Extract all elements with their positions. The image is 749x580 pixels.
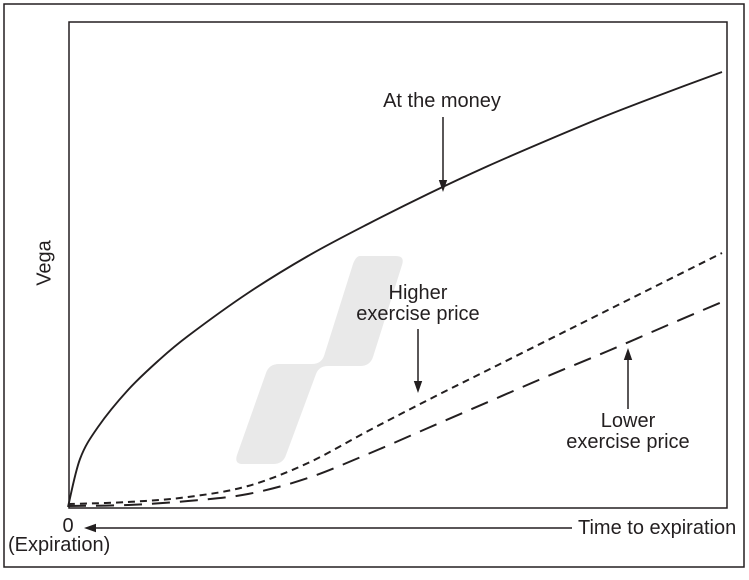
annotation-higher-line-2: exercise price (356, 303, 480, 325)
figure-border (3, 3, 745, 568)
annotation-at-the-money: At the money (383, 91, 501, 112)
curve-at-the-money (67, 71, 723, 508)
annotation-arrow-0-head (438, 180, 448, 192)
watermark-squiggle (236, 256, 403, 464)
x-axis-label: Time to expiration (578, 517, 737, 539)
annotation-arrows-group (84, 117, 633, 533)
annotation-lower-line-1: Lower (600, 410, 656, 432)
annotation-lower-exercise-price: Lower exercise price (566, 411, 689, 453)
x-axis-direction-arrow-head (84, 523, 96, 533)
plot-area-box (68, 21, 728, 509)
annotation-lower-line-2: exercise price (566, 431, 690, 453)
x-axis-origin-tick: 0 (62, 515, 74, 537)
curve-higher-exercise-price (67, 252, 723, 505)
x-axis-origin-note: (Expiration) (8, 534, 111, 556)
annotation-arrow-1-head (413, 381, 423, 393)
annotation-at-the-money-text: At the money (383, 90, 501, 112)
y-axis-label: Vega (33, 240, 56, 286)
curve-lower-exercise-price (67, 301, 723, 507)
annotation-higher-exercise-price: Higher exercise price (356, 283, 479, 325)
annotation-arrow-2-head (623, 348, 633, 360)
annotation-higher-line-1: Higher (388, 282, 448, 304)
curves-group (67, 71, 723, 508)
